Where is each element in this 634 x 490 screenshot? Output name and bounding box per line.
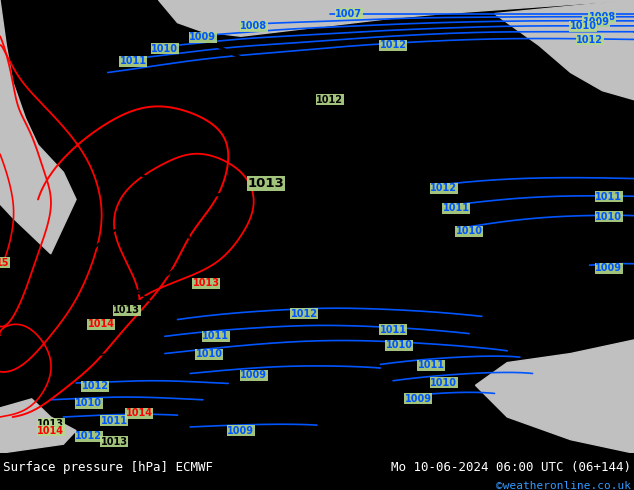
Text: 1012: 1012	[430, 183, 457, 193]
Text: 1011: 1011	[101, 416, 127, 426]
Polygon shape	[495, 0, 634, 99]
Text: 1013: 1013	[248, 177, 285, 190]
Text: Surface pressure [hPa] ECMWF: Surface pressure [hPa] ECMWF	[3, 462, 213, 474]
Text: 1012: 1012	[291, 309, 318, 318]
Text: 1013: 1013	[37, 419, 64, 429]
Text: 1010: 1010	[386, 341, 413, 350]
Text: 1011: 1011	[418, 360, 444, 370]
Text: 1010: 1010	[595, 212, 622, 221]
Polygon shape	[158, 0, 634, 36]
Text: 1009: 1009	[228, 426, 254, 436]
Polygon shape	[0, 0, 76, 254]
Text: 1009: 1009	[405, 394, 432, 404]
Text: 1007: 1007	[335, 9, 362, 19]
Text: 1011: 1011	[595, 192, 622, 202]
Text: 1011: 1011	[380, 325, 406, 335]
Text: 1012: 1012	[75, 431, 102, 441]
Text: 15: 15	[0, 258, 10, 268]
Text: 1009: 1009	[595, 263, 622, 273]
Text: 1014: 1014	[37, 426, 64, 436]
Text: 1011: 1011	[120, 56, 146, 66]
Text: 1013: 1013	[193, 278, 219, 288]
Text: 1010: 1010	[75, 398, 102, 408]
Text: 1009: 1009	[240, 370, 267, 380]
Text: ©weatheronline.co.uk: ©weatheronline.co.uk	[496, 481, 631, 490]
Text: 1009: 1009	[583, 17, 609, 27]
Text: 1010: 1010	[196, 349, 223, 360]
Text: 1012: 1012	[82, 381, 108, 391]
Text: 1012: 1012	[316, 95, 343, 105]
Text: 1013: 1013	[113, 305, 140, 315]
Text: 1014: 1014	[126, 408, 153, 418]
Text: 1011: 1011	[202, 331, 229, 342]
Text: 1008: 1008	[240, 21, 267, 31]
Text: 1010: 1010	[456, 226, 482, 236]
Text: 1010: 1010	[570, 21, 597, 31]
Text: Mo 10-06-2024 06:00 UTC (06+144): Mo 10-06-2024 06:00 UTC (06+144)	[391, 462, 631, 474]
Text: 1011: 1011	[443, 203, 470, 214]
Text: 1012: 1012	[576, 35, 603, 45]
Polygon shape	[476, 340, 634, 453]
Text: 1008: 1008	[589, 12, 616, 22]
Text: 1012: 1012	[380, 40, 406, 50]
Text: 1014: 1014	[88, 319, 115, 329]
Polygon shape	[0, 399, 76, 453]
Text: 1010: 1010	[152, 44, 178, 54]
Text: 1013: 1013	[101, 437, 127, 447]
Text: 1009: 1009	[190, 32, 216, 42]
Text: 1010: 1010	[430, 377, 457, 388]
